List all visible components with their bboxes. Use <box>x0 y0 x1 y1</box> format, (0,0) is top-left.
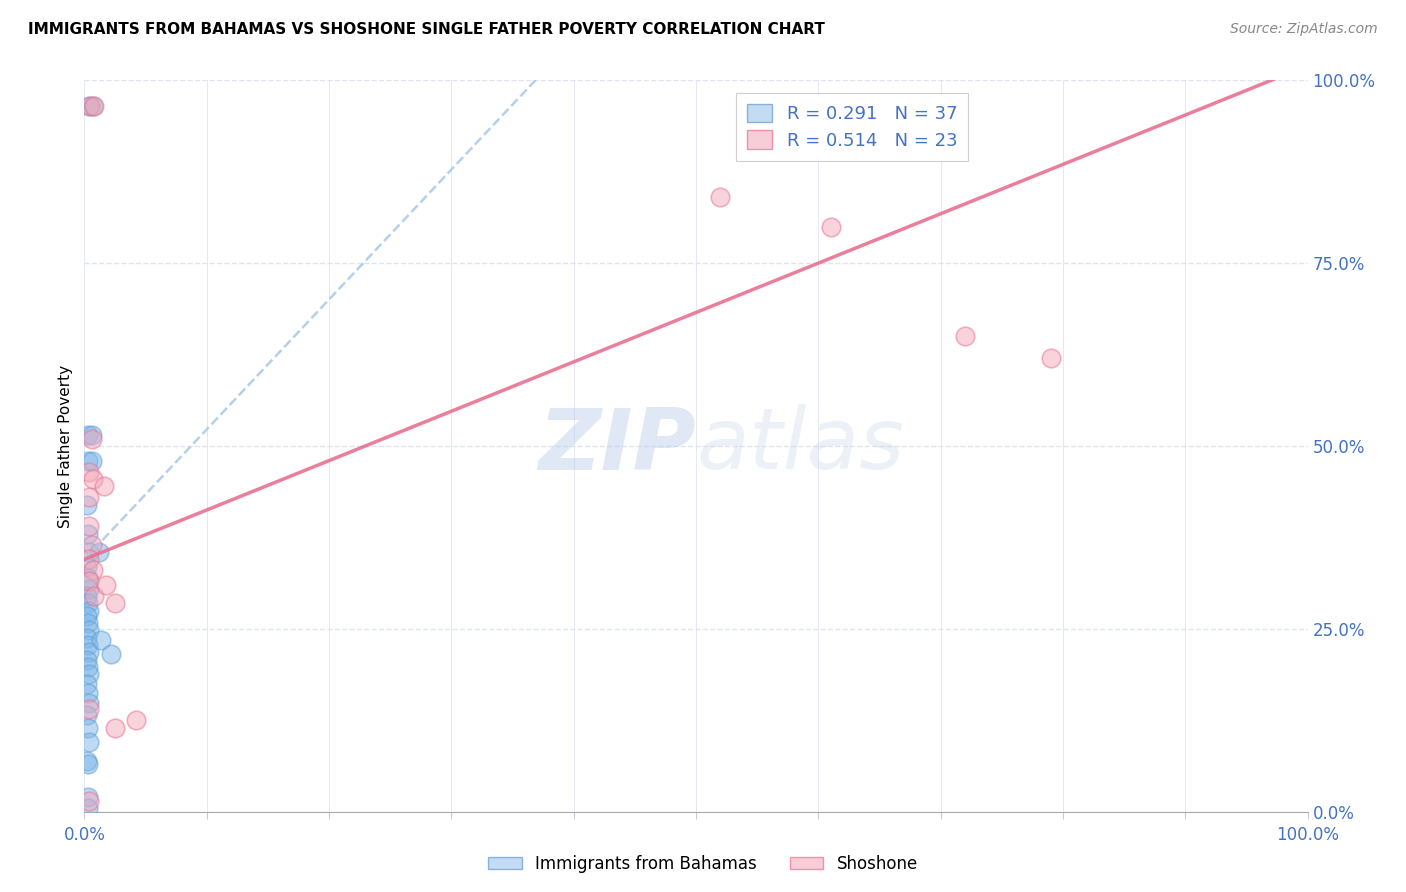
Point <box>77 702 100 716</box>
Point <box>77 428 100 442</box>
Point <box>77 526 100 541</box>
Point <box>77 99 100 113</box>
Point <box>104 721 127 735</box>
Point <box>77 801 100 815</box>
Point <box>77 757 100 772</box>
Point <box>77 624 100 638</box>
Legend: R = 0.291   N = 37, R = 0.514   N = 23: R = 0.291 N = 37, R = 0.514 N = 23 <box>737 93 969 161</box>
Point <box>76 498 98 512</box>
Point <box>77 552 100 566</box>
Point <box>76 631 98 645</box>
Point <box>80 453 103 467</box>
Point <box>79 99 101 113</box>
Point <box>77 790 100 805</box>
Point <box>709 190 731 204</box>
Point <box>77 721 100 735</box>
Point <box>87 545 110 559</box>
Point <box>77 660 100 674</box>
Point <box>96 578 118 592</box>
Point <box>83 99 105 113</box>
Point <box>80 432 103 446</box>
Point <box>953 329 976 343</box>
Point <box>82 563 104 577</box>
Point <box>90 632 112 647</box>
Point <box>77 697 100 711</box>
Text: atlas: atlas <box>696 404 904 488</box>
Point <box>77 645 100 659</box>
Y-axis label: Single Father Poverty: Single Father Poverty <box>58 365 73 527</box>
Point <box>77 615 100 630</box>
Point <box>77 582 100 596</box>
Point <box>77 519 100 533</box>
Point <box>76 608 98 623</box>
Point <box>77 596 100 610</box>
Legend: Immigrants from Bahamas, Shoshone: Immigrants from Bahamas, Shoshone <box>481 848 925 880</box>
Point <box>76 676 98 690</box>
Point <box>82 99 104 113</box>
Text: ZIP: ZIP <box>538 404 696 488</box>
Text: IMMIGRANTS FROM BAHAMAS VS SHOSHONE SINGLE FATHER POVERTY CORRELATION CHART: IMMIGRANTS FROM BAHAMAS VS SHOSHONE SING… <box>28 22 825 37</box>
Point <box>77 574 100 589</box>
Point <box>77 794 100 808</box>
Point <box>76 559 98 574</box>
Point <box>80 428 103 442</box>
Point <box>76 589 98 603</box>
Point <box>82 472 104 486</box>
Point <box>77 545 100 559</box>
Text: Source: ZipAtlas.com: Source: ZipAtlas.com <box>1230 22 1378 37</box>
Point <box>820 219 842 234</box>
Point <box>77 667 100 681</box>
Point <box>80 538 103 552</box>
Point <box>1039 351 1062 366</box>
Point <box>77 571 100 585</box>
Point <box>83 589 105 603</box>
Point <box>77 603 100 617</box>
Point <box>76 708 98 723</box>
Point <box>76 754 98 768</box>
Point <box>125 714 148 728</box>
Point <box>77 490 100 504</box>
Point <box>104 596 127 610</box>
Point <box>77 638 100 652</box>
Point <box>93 479 115 493</box>
Point <box>77 453 100 467</box>
Point <box>77 735 100 749</box>
Point <box>77 465 100 479</box>
Point <box>76 652 98 666</box>
Point <box>100 648 122 662</box>
Point <box>77 686 100 700</box>
